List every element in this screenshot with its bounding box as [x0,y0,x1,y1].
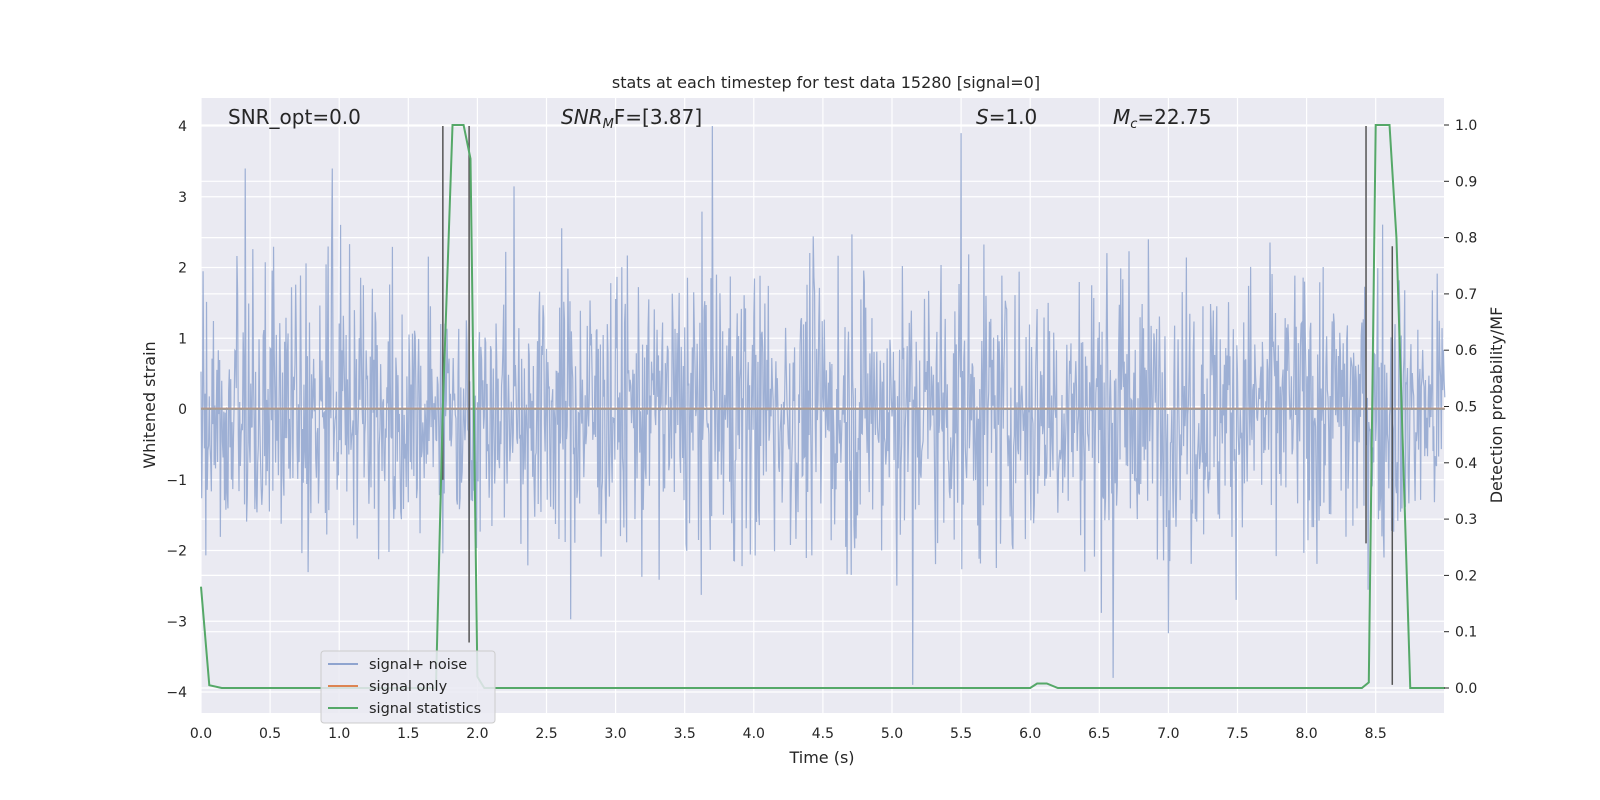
x-tick-label: 6.0 [1019,726,1041,742]
y2-axis-ticks: 1.0 0.9 0.8 0.7 0.6 0.5 0.4 0.3 0.2 0.1 0.0 [1444,118,1477,697]
annotation-s-tail: =1.0 [989,105,1038,129]
x-tick-label: 0.5 [259,726,281,742]
legend-label-signal-statistics: signal statistics [369,701,481,717]
y2-tick-label: 0.8 [1455,231,1477,247]
signal-statistics-line [200,124,1445,689]
y-tick-label: −3 [166,614,187,630]
x-tick-label: 5.5 [950,726,972,742]
annotation-s: S=1.0 [976,105,1037,129]
y-tick-label: −4 [166,685,187,701]
y2-axis-label: Detection probability/MF [1487,307,1506,504]
x-tick-label: 8.0 [1295,726,1317,742]
y-axis-label: Whitened strain [140,341,159,468]
x-tick-label: 2.0 [466,726,488,742]
annotation-s-var: S [976,105,989,129]
annotation-snr-mf-tail-italic: F=[3.87] [614,105,702,129]
legend-box [320,650,496,724]
y2-tick-label: 0.1 [1455,625,1477,641]
x-tick-label: 2.5 [535,726,557,742]
signal-plus-noise-line [200,125,1446,685]
x-tick-label: 8.5 [1365,726,1387,742]
y-tick-label: 3 [178,190,187,206]
y2-tick-label: 1.0 [1455,118,1477,134]
signal-statistics-series [200,124,1445,689]
y-axis-ticks: 4 3 2 1 0 −1 −2 −3 −4 [166,119,187,701]
y2-tick-label: 0.6 [1455,343,1477,359]
y-tick-label: 4 [178,119,187,135]
y2-tick-label: 0.4 [1455,456,1477,472]
signal-only-series [201,407,1445,410]
y2-tick-label: 0.2 [1455,568,1477,584]
x-tick-label: 4.0 [743,726,765,742]
x-tick-label: 3.0 [604,726,626,742]
legend: signal+ noise signal only signal statist… [320,650,496,724]
y-tick-label: −2 [166,544,187,560]
annotation-mc-var: M [1113,105,1130,129]
x-tick-label: 4.5 [812,726,834,742]
chart-title: stats at each timestep for test data 152… [612,73,1040,92]
y-tick-label: 0 [178,402,187,418]
annotation-snr-mf-base: SNR [561,105,603,129]
x-tick-label: 1.0 [328,726,350,742]
annotation-snr-mf-sub: M [603,117,614,132]
y2-tick-label: 0.5 [1455,400,1477,416]
annotation-mc-tail: =22.75 [1137,105,1211,129]
x-tick-label: 7.5 [1226,726,1248,742]
x-tick-label: 5.0 [881,726,903,742]
annotations: SNR_opt=0.0 SNRMF=[3.87] S=1.0 Mc=22.75 [228,105,1211,132]
y2-tick-label: 0.9 [1455,174,1477,190]
x-tick-label: 6.5 [1088,726,1110,742]
x-axis-label: Time (s) [788,748,854,767]
x-tick-label: 7.0 [1157,726,1179,742]
annotation-mc-sub: c [1130,117,1137,132]
y-tick-label: 1 [178,331,187,347]
y2-tick-label: 0.7 [1455,287,1477,303]
signal-plus-noise-series [200,125,1446,685]
annotation-snr-mf: SNRMF=[3.87] [561,105,702,132]
y-tick-label: −1 [166,473,187,489]
annotation-mc: Mc=22.75 [1113,105,1211,132]
y2-tick-label: 0.0 [1455,681,1477,697]
x-tick-label: 0.0 [190,726,212,742]
legend-label-signal-noise: signal+ noise [369,657,467,673]
x-tick-label: 3.5 [674,726,696,742]
x-axis-ticks: 0.0 0.5 1.0 1.5 2.0 2.5 3.0 3.5 4.0 4.5 5.0 5.5 6.0 6… [190,726,1387,742]
y-tick-label: 2 [178,261,187,277]
annotation-snr-opt: SNR_opt=0.0 [228,105,361,129]
x-tick-label: 1.5 [397,726,419,742]
legend-label-signal-only: signal only [369,679,448,695]
y2-tick-label: 0.3 [1455,512,1477,528]
